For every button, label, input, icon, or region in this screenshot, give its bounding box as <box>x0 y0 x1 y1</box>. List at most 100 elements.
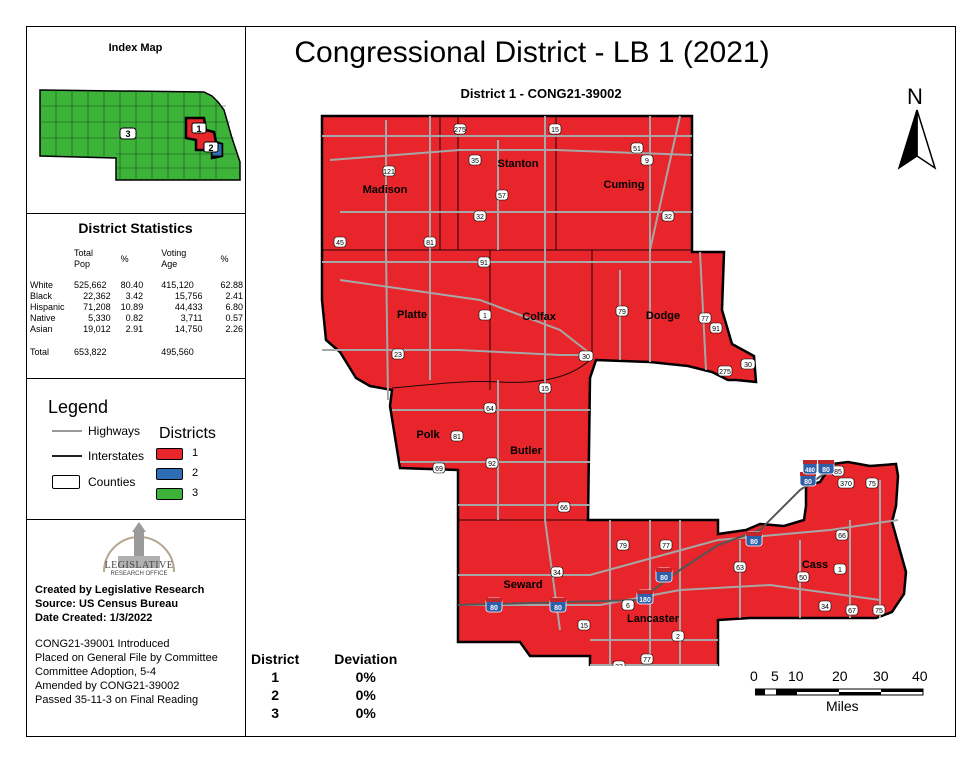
county-label: Madison <box>363 184 408 196</box>
highway-shield-icon: 15 <box>538 382 552 394</box>
highway-shield-icon: 15 <box>548 123 562 135</box>
svg-text:57: 57 <box>498 193 506 200</box>
highway-shield-icon: 2 <box>671 630 685 642</box>
deviation-value: 0% <box>355 687 376 703</box>
svg-text:77: 77 <box>662 543 670 550</box>
svg-text:30: 30 <box>744 362 752 369</box>
county-label: Dodge <box>646 310 680 322</box>
svg-text:80: 80 <box>660 575 668 582</box>
svg-text:81: 81 <box>453 434 461 441</box>
svg-text:370: 370 <box>840 481 852 488</box>
interstate-shield-icon: 480 <box>802 459 818 475</box>
svg-text:45: 45 <box>336 240 344 247</box>
stats-cell: 2.91 <box>125 324 144 334</box>
stats-cell: Total <box>30 347 50 357</box>
credits-block: Created by Legislative Research Source: … <box>35 583 218 707</box>
stats-cell: 22,362 <box>83 291 111 301</box>
scale-tick: 0 <box>750 668 758 684</box>
stats-cell: 415,120 <box>161 280 194 290</box>
map-title: Congressional District - LB 1 (2021) <box>294 36 770 69</box>
svg-text:35: 35 <box>471 158 479 165</box>
stats-cell: 80.40 <box>120 280 144 290</box>
credit-history-5: Passed 35-11-3 on Final Reading <box>35 694 199 706</box>
highway-shield-icon: 81 <box>423 236 437 248</box>
highway-shield-icon: 9 <box>640 154 654 166</box>
svg-text:180: 180 <box>639 597 651 604</box>
highway-shield-icon: 370 <box>837 477 855 489</box>
left-panel: Index Map 1 2 3 Distr <box>26 26 246 737</box>
index-label-2: 2 <box>208 143 213 153</box>
svg-text:480: 480 <box>805 468 816 474</box>
stats-cell: 525,662 <box>74 280 107 290</box>
legend-district-3: 3 <box>192 487 199 499</box>
stats-cell: White <box>30 280 54 290</box>
stats-header-total-pop: Total Pop <box>74 248 94 269</box>
highway-shield-icon: 51 <box>630 142 644 154</box>
stats-cell: 14,750 <box>174 324 203 334</box>
highway-shield-icon: 67 <box>845 604 859 616</box>
svg-text:23: 23 <box>394 352 402 359</box>
stats-cell: 44,433 <box>174 302 203 312</box>
svg-text:51: 51 <box>633 146 641 153</box>
deviation-district: 1 <box>271 669 280 685</box>
highway-shield-icon: 33 <box>612 660 626 666</box>
interstate-shield-icon: 180 <box>636 589 654 605</box>
highway-shield-icon: 69 <box>432 462 446 474</box>
svg-text:1: 1 <box>838 567 842 574</box>
highway-line-icon <box>52 430 82 432</box>
svg-text:80: 80 <box>554 605 562 612</box>
svg-text:77: 77 <box>643 657 651 664</box>
svg-text:33: 33 <box>615 664 623 666</box>
highway-shield-icon: 66 <box>557 501 571 513</box>
stats-title: District Statistics <box>78 220 193 236</box>
highway-shield-icon: 79 <box>615 305 629 317</box>
highway-shield-icon: 30 <box>740 358 756 370</box>
county-label: Platte <box>397 309 427 321</box>
credit-history-3: Committee Adoption, 5-4 <box>35 666 157 678</box>
district-1-swatch <box>156 448 183 460</box>
index-label-3: 3 <box>125 129 130 139</box>
county-label: Cass <box>802 559 828 571</box>
logo-line2: RESEARCH OFFICE <box>110 571 168 577</box>
highway-shield-icon: 91 <box>477 256 491 268</box>
highway-shield-icon: 275 <box>717 365 733 377</box>
svg-text:32: 32 <box>476 214 484 221</box>
credit-history-2: Placed on General File by Committee <box>35 652 218 664</box>
svg-text:15: 15 <box>580 623 588 630</box>
interstate-shield-icon: 80 <box>817 459 835 475</box>
highway-shield-icon: 23 <box>391 348 405 360</box>
highway-shield-icon: 32 <box>661 210 675 222</box>
highway-shield-icon: 85 <box>831 465 845 477</box>
deviation-value: 0% <box>355 669 376 685</box>
scale-tick: 40 <box>912 668 928 684</box>
stats-cell: 6.80 <box>225 302 243 312</box>
county-label: Stanton <box>498 158 539 170</box>
stats-row: Black 22,362 3.42 15,756 2.41 <box>28 291 245 302</box>
index-map-title: Index Map <box>108 42 163 54</box>
stats-header-pct-2: % <box>220 253 229 264</box>
highway-shield-icon: 81 <box>450 430 464 442</box>
svg-text:79: 79 <box>619 543 627 550</box>
svg-text:1: 1 <box>483 313 487 320</box>
highway-shield-icon: 32 <box>473 210 487 222</box>
highway-shield-icon: 77 <box>698 312 712 324</box>
svg-text:34: 34 <box>821 604 829 611</box>
district-3-swatch <box>156 488 183 500</box>
legend-district-1: 1 <box>192 447 199 459</box>
stats-cell: 0.57 <box>225 313 243 323</box>
svg-text:80: 80 <box>750 539 758 546</box>
stats-cell: 62.88 <box>220 280 243 290</box>
highway-shield-icon: 77 <box>659 539 673 551</box>
stats-row: White 525,662 80.40 415,120 62.88 <box>28 280 245 291</box>
highway-shield-icon: 77 <box>640 653 654 665</box>
highway-shield-icon: 6 <box>621 599 635 611</box>
svg-text:15: 15 <box>551 127 559 134</box>
svg-text:67: 67 <box>848 608 856 615</box>
svg-text:91: 91 <box>480 260 488 267</box>
scale-tick: 30 <box>873 668 889 684</box>
stats-table: Total Pop % Voting Age % White 525,662 80.… <box>28 248 245 358</box>
highway-shield-icon: 63 <box>733 561 747 573</box>
stats-cell: 3,711 <box>180 313 203 323</box>
stats-cell: 5,330 <box>88 313 111 323</box>
stats-header-voting-age: Voting Age <box>161 248 187 269</box>
